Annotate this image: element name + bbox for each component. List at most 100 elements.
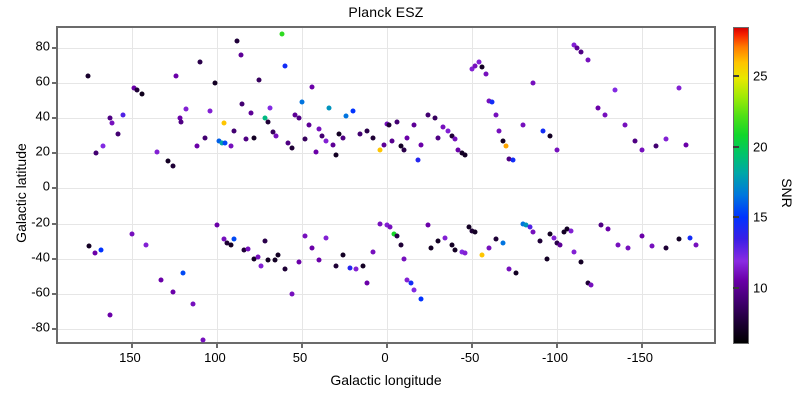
scatter-point	[309, 84, 315, 90]
scatter-point	[107, 312, 113, 318]
scatter-point	[588, 282, 594, 288]
scatter-point	[282, 266, 288, 272]
scatter-point	[595, 105, 601, 111]
scatter-point	[221, 236, 227, 242]
scatter-point	[316, 257, 322, 263]
scatter-point	[216, 138, 222, 144]
scatter-point	[435, 135, 441, 141]
gridline-horizontal	[58, 293, 714, 295]
x-axis-tick-label: -150	[626, 350, 654, 365]
scatter-point	[391, 231, 397, 237]
scatter-point	[398, 242, 404, 248]
x-axis-tick-label: -100	[541, 350, 568, 365]
scatter-point	[571, 42, 577, 47]
scatter-point	[202, 135, 208, 141]
scatter-point	[676, 85, 682, 91]
scatter-point	[200, 337, 206, 342]
scatter-point	[527, 224, 533, 230]
gridline-vertical	[556, 28, 558, 342]
scatter-point	[231, 128, 237, 134]
gridline-vertical	[301, 28, 303, 342]
y-axis-tick-label: -40	[31, 249, 50, 265]
scatter-point	[302, 136, 308, 142]
y-axis-tick	[52, 327, 58, 330]
scatter-point	[449, 242, 455, 248]
scatter-point	[551, 235, 557, 241]
y-axis-tick-label: 60	[35, 73, 50, 89]
x-axis-tick	[300, 342, 303, 348]
scatter-point	[639, 233, 645, 239]
scatter-point	[452, 247, 458, 253]
colorbar-tick-label: 25	[753, 68, 768, 84]
y-axis-tick-labels: 80 60 40 20 0 -20 -40 -60 -80	[0, 26, 50, 344]
scatter-point	[340, 135, 346, 141]
scatter-point	[571, 249, 577, 255]
y-axis-tick	[52, 82, 58, 85]
scatter-point	[537, 238, 543, 244]
scatter-point	[486, 98, 492, 104]
scatter-point	[248, 110, 254, 116]
scatter-point	[273, 133, 279, 139]
scatter-point	[212, 80, 218, 86]
scatter-point	[510, 157, 516, 163]
scatter-point	[165, 158, 171, 164]
scatter-point	[289, 291, 295, 297]
scatter-point	[506, 156, 512, 162]
scatter-point	[540, 128, 546, 134]
scatter-point	[370, 135, 376, 141]
scatter-point	[520, 122, 526, 128]
scatter-point	[214, 222, 220, 228]
scatter-point	[489, 99, 495, 105]
scatter-point	[364, 280, 370, 286]
y-axis-tick	[52, 257, 58, 260]
scatter-point	[561, 229, 567, 235]
scatter-point	[333, 263, 339, 269]
scatter-point	[683, 142, 689, 148]
scatter-point	[120, 112, 126, 118]
scatter-point	[93, 150, 99, 156]
scatter-point	[663, 245, 669, 251]
scatter-point	[262, 238, 268, 244]
scatter-point	[222, 140, 228, 146]
scatter-point	[500, 138, 506, 144]
scatter-point	[107, 115, 113, 121]
scatter-point	[238, 52, 244, 58]
gridline-horizontal	[58, 118, 714, 120]
scatter-point	[693, 242, 699, 248]
scatter-point	[336, 131, 342, 137]
scatter-point	[265, 119, 271, 125]
scatter-point	[554, 147, 560, 153]
scatter-point	[653, 143, 659, 149]
scatter-point	[251, 256, 257, 262]
y-axis-tick	[52, 292, 58, 295]
y-axis-title: Galactic latitude	[13, 143, 29, 243]
gridline-horizontal	[58, 48, 714, 50]
gridline-horizontal	[58, 153, 714, 155]
scatter-point	[330, 142, 336, 148]
scatter-point	[384, 222, 390, 228]
x-axis-tick	[470, 342, 473, 348]
scatter-point	[256, 77, 262, 83]
scatter-point	[333, 152, 339, 158]
scatter-point	[394, 119, 400, 125]
scatter-point	[503, 143, 509, 149]
scatter-point	[183, 106, 189, 112]
scatter-point	[394, 233, 400, 239]
scatter-point	[483, 71, 489, 77]
scatter-point	[309, 245, 315, 251]
scatter-point	[296, 259, 302, 265]
scatter-point	[425, 222, 431, 228]
x-axis-tick	[641, 342, 643, 348]
gridline-horizontal	[58, 83, 714, 85]
scatter-point	[270, 129, 276, 135]
scatter-point	[472, 229, 478, 235]
scatter-point	[440, 124, 446, 130]
scatter-point	[302, 233, 308, 239]
scatter-point	[530, 80, 536, 86]
scatter-point	[687, 235, 693, 241]
x-axis-tick	[215, 342, 218, 348]
colorbar-tick	[733, 286, 739, 289]
scatter-point	[612, 87, 618, 93]
scatter-point	[605, 226, 611, 232]
scatter-point	[386, 122, 392, 128]
